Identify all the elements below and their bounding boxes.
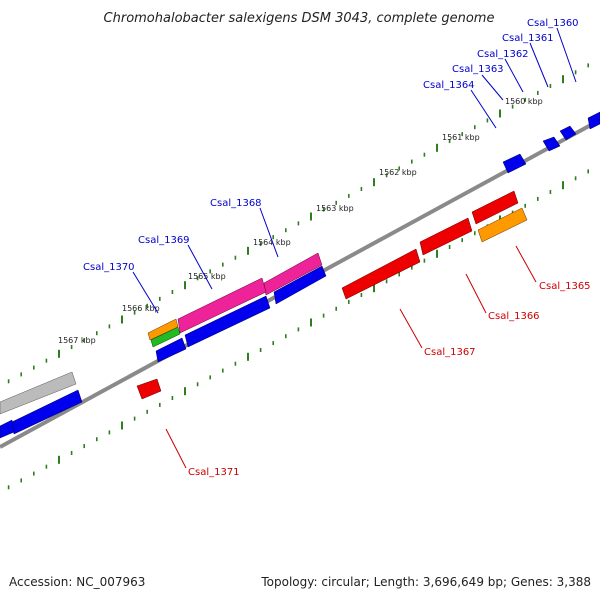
map-title: Chromohalobacter salexigens DSM 3043, co…	[104, 11, 495, 26]
gene-label-csal-1362[interactable]: Csal_1362	[477, 49, 529, 60]
gene-block-left-blue-2[interactable]	[0, 419, 15, 439]
gene-block-csal-1361[interactable]	[559, 125, 577, 141]
reverse-scale-track	[7, 162, 600, 490]
gene-block-csal-1363[interactable]	[502, 153, 527, 174]
scale-label-1564: 1564 kbp	[253, 238, 291, 247]
forward-callouts	[132, 27, 577, 314]
gene-block-csal-1366[interactable]	[419, 217, 473, 256]
gene-label-csal-1363[interactable]: Csal_1363	[452, 64, 504, 75]
gene-block-csal-1370[interactable]	[155, 337, 187, 363]
gene-block-csal-1367[interactable]	[341, 248, 421, 300]
gene-block-csal-1368-b[interactable]	[273, 265, 327, 305]
scale-label-1567: 1567 kbp	[58, 336, 96, 345]
gene-label-csal-1370[interactable]: Csal_1370	[83, 262, 135, 273]
gene-block-csal-1365[interactable]	[477, 207, 528, 243]
gene-block-csal-1369[interactable]	[177, 277, 267, 334]
gene-block-csal-1369-b[interactable]	[184, 295, 271, 348]
gene-label-csal-1369[interactable]: Csal_1369	[138, 235, 190, 246]
gene-block-csal-1360[interactable]	[587, 111, 600, 130]
forward-scale-track	[7, 56, 600, 384]
reverse-gene-blocks	[136, 190, 528, 400]
gene-label-csal-1366[interactable]: Csal_1366	[488, 311, 540, 322]
scale-label-1565: 1565 kbp	[188, 272, 226, 281]
forward-gene-blocks	[0, 111, 600, 439]
gene-block-csal-1371[interactable]	[136, 378, 162, 400]
gene-label-csal-1364[interactable]: Csal_1364	[423, 80, 475, 91]
gene-label-csal-1361[interactable]: Csal_1361	[502, 33, 554, 44]
gene-block-grey[interactable]	[0, 371, 77, 415]
gene-label-csal-1365[interactable]: Csal_1365	[539, 281, 591, 292]
scale-label-1562: 1562 kbp	[379, 168, 417, 177]
genome-summary-text: Topology: circular; Length: 3,696,649 bp…	[260, 575, 591, 589]
gene-block-csal-1370-green[interactable]	[150, 326, 181, 348]
gene-block-csal-1366-a[interactable]	[471, 190, 519, 225]
gene-label-csal-1368[interactable]: Csal_1368	[210, 198, 262, 209]
gene-label-csal-1371[interactable]: Csal_1371	[188, 467, 240, 478]
scale-label-1563: 1563 kbp	[316, 204, 354, 213]
gene-block-csal-1362[interactable]	[542, 136, 561, 152]
reverse-callouts	[165, 245, 537, 469]
accession-text: Accession: NC_007963	[9, 575, 145, 589]
gene-label-csal-1360[interactable]: Csal_1360	[527, 18, 579, 29]
scale-label-1561: 1561 kbp	[442, 133, 480, 142]
gene-label-csal-1367[interactable]: Csal_1367	[424, 347, 476, 358]
scale-label-1566: 1566 kbp	[122, 304, 160, 313]
scale-label-1560: 1560 kbp	[505, 97, 543, 106]
